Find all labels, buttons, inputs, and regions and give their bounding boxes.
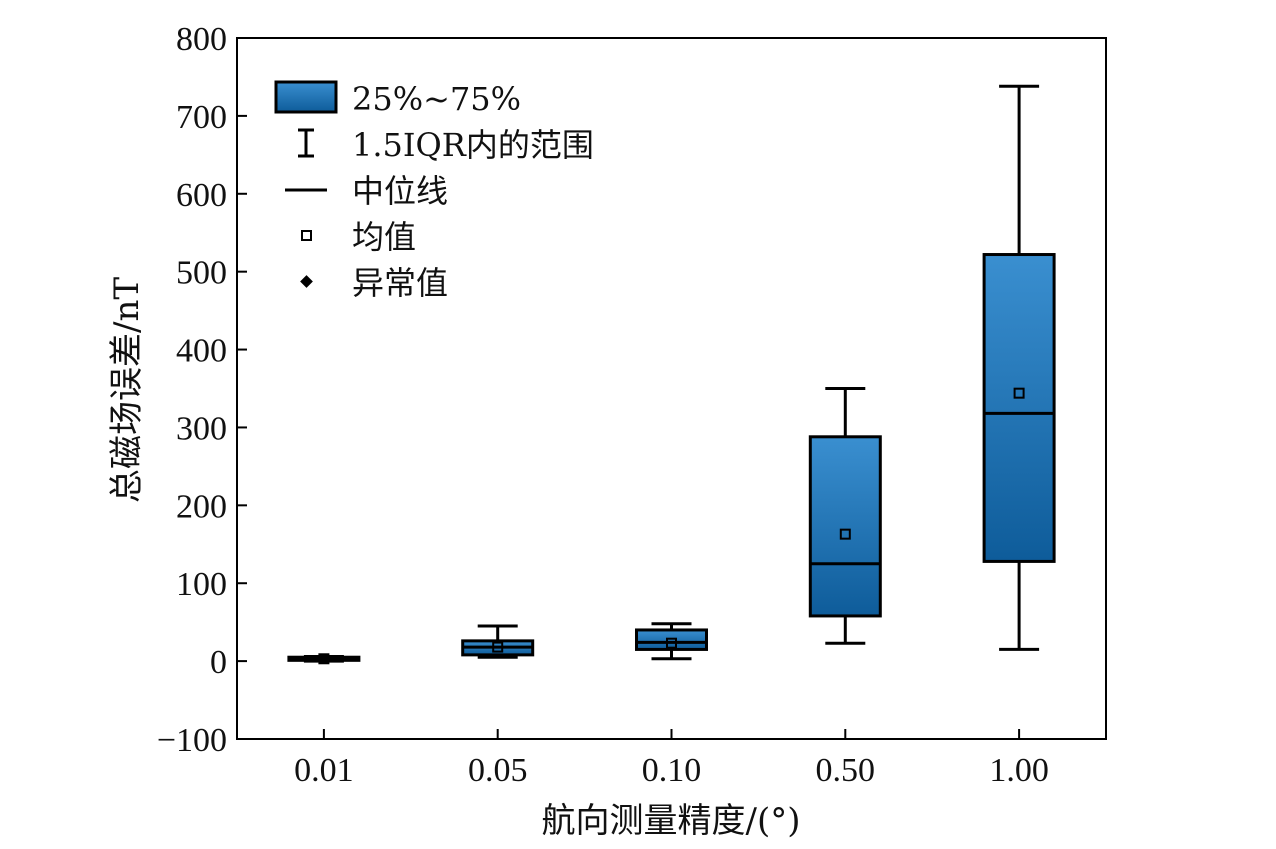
mean-marker xyxy=(839,528,851,540)
legend: 25%~75% 1.5IQR内的范围 中位线 均值 异常值 xyxy=(274,80,594,302)
iqr-box xyxy=(982,253,1056,563)
box-group xyxy=(982,84,1056,651)
legend-label-outlier: 异常值 xyxy=(352,264,448,302)
y-axis-title: 总磁场误差/nT xyxy=(107,277,147,503)
box-group xyxy=(635,622,708,661)
y-tick-label: 400 xyxy=(176,333,227,370)
legend-label-mean: 均值 xyxy=(352,218,416,256)
box-series xyxy=(287,84,1056,665)
legend-whisker-icon xyxy=(298,128,314,158)
x-tick-label: 1.00 xyxy=(989,752,1049,789)
x-axis-ticks: 0.01 0.05 0.10 0.50 1.00 xyxy=(294,729,1049,789)
legend-label-median: 中位线 xyxy=(352,172,448,210)
mean-marker xyxy=(318,653,330,665)
y-tick-label: 800 xyxy=(176,21,227,58)
y-tick-label: 700 xyxy=(176,99,227,136)
y-tick-label: −100 xyxy=(157,722,227,759)
x-tick-label: 0.01 xyxy=(294,752,354,789)
box-group xyxy=(287,653,361,665)
y-tick-label: 0 xyxy=(210,644,227,681)
mean-marker xyxy=(492,641,504,653)
iqr-box xyxy=(808,435,882,618)
x-tick-label: 0.05 xyxy=(468,752,528,789)
legend-label-whisker: 1.5IQR内的范围 xyxy=(352,126,594,164)
legend-mean-icon xyxy=(301,230,312,241)
y-axis-ticks: −100 0 100 200 300 400 500 600 700 800 xyxy=(157,21,247,759)
legend-outlier-icon xyxy=(300,275,313,288)
y-tick-label: 500 xyxy=(176,255,227,292)
box-group xyxy=(461,624,535,659)
y-tick-label: 200 xyxy=(176,488,227,525)
x-tick-label: 0.10 xyxy=(642,752,702,789)
mean-marker xyxy=(666,637,677,649)
y-tick-label: 600 xyxy=(176,177,227,214)
y-tick-label: 300 xyxy=(176,410,227,447)
y-tick-label: 100 xyxy=(176,566,227,603)
x-tick-label: 0.50 xyxy=(816,752,876,789)
box-group xyxy=(808,387,882,645)
mean-marker xyxy=(1013,387,1025,399)
legend-box-swatch xyxy=(274,80,338,114)
legend-label-iqr: 25%~75% xyxy=(352,80,521,118)
x-axis-title: 航向测量精度/(°) xyxy=(542,801,801,841)
